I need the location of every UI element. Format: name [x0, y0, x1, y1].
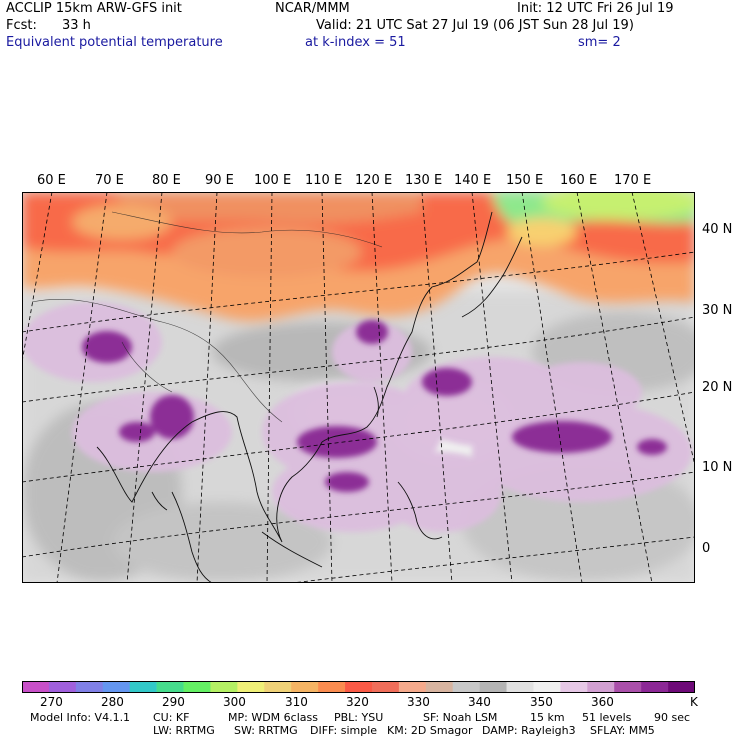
footer-resolution: 15 km	[530, 711, 565, 724]
footer-damp: DAMP: Rayleigh3	[482, 724, 576, 737]
colorbar-swatch	[641, 681, 669, 693]
lat-label: 0	[702, 541, 711, 556]
colorbar-label: 300	[223, 695, 246, 709]
colorbar-swatch	[398, 681, 427, 693]
lon-label: 140 E	[454, 173, 492, 188]
footer-sw: SW: RRTMG	[234, 724, 298, 737]
lon-label: 80 E	[152, 173, 181, 188]
colorbar-swatch	[264, 681, 292, 693]
colorbar-swatch	[48, 681, 77, 693]
colorbar-swatch	[102, 681, 130, 693]
colorbar-label: 280	[101, 695, 124, 709]
lon-label: 60 E	[37, 173, 66, 188]
colorbar-swatch	[345, 681, 373, 693]
lat-label: 10 N	[702, 460, 733, 475]
footer-model-info: Model Info: V4.1.1	[30, 711, 131, 724]
colorbar-swatch	[668, 681, 695, 693]
lat-label: 40 N	[702, 222, 733, 237]
k-index: at k-index = 51	[305, 35, 406, 50]
coastlines	[96, 211, 523, 583]
colorbar	[22, 681, 695, 693]
colorbar-swatch	[129, 681, 157, 693]
lon-label: 120 E	[355, 173, 393, 188]
colorbar-label: 270	[40, 695, 63, 709]
lon-label: 150 E	[506, 173, 544, 188]
footer-sflay: SFLAY: MM5	[590, 724, 655, 737]
colorbar-swatch	[75, 681, 104, 693]
colorbar-swatch	[587, 681, 615, 693]
colorbar-swatch	[506, 681, 534, 693]
organization: NCAR/MMM	[275, 1, 350, 16]
smoothing: sm= 2	[578, 35, 621, 50]
footer-cu: CU: KF	[153, 711, 190, 724]
lon-label: 70 E	[95, 173, 124, 188]
lon-label: 110 E	[305, 173, 343, 188]
colorbar-swatch	[425, 681, 454, 693]
lon-label: 160 E	[560, 173, 598, 188]
theta-e-map	[22, 192, 695, 583]
field-name: Equivalent potential temperature	[6, 35, 223, 50]
footer-timestep: 90 sec	[654, 711, 691, 724]
lon-label: 100 E	[254, 173, 292, 188]
footer-levels: 51 levels	[582, 711, 632, 724]
colorbar-label: 340	[468, 695, 491, 709]
colorbar-border	[22, 681, 695, 693]
colorbar-swatch	[210, 681, 238, 693]
colorbar-label: 330	[407, 695, 430, 709]
colorbar-swatch	[156, 681, 184, 693]
colorbar-swatch	[183, 681, 211, 693]
graticule	[22, 192, 695, 583]
colorbar-swatch	[237, 681, 265, 693]
colorbar-swatch	[560, 681, 588, 693]
colorbar-swatch	[479, 681, 507, 693]
footer-mp: MP: WDM 6class	[228, 711, 318, 724]
colorbar-swatch	[452, 681, 480, 693]
colorbar-swatch	[22, 681, 50, 693]
convective-cores	[82, 320, 667, 492]
footer-diff: DIFF: simple	[310, 724, 378, 737]
valid-time: Valid: 21 UTC Sat 27 Jul 19 (06 JST Sun …	[316, 18, 634, 33]
init-time: Init: 12 UTC Fri 26 Jul 19	[517, 1, 674, 16]
lat-label: 30 N	[702, 303, 733, 318]
colorbar-label: 360	[591, 695, 614, 709]
colorbar-swatch	[318, 681, 346, 693]
colorbar-unit: K	[690, 695, 698, 709]
map-border	[22, 192, 695, 583]
lon-label: 90 E	[205, 173, 234, 188]
borders	[31, 211, 383, 423]
colorbar-swatch	[291, 681, 319, 693]
colorbar-label: 320	[346, 695, 369, 709]
colorbar-label: 350	[530, 695, 553, 709]
footer-lw: LW: RRTMG	[153, 724, 215, 737]
footer-pbl: PBL: YSU	[334, 711, 384, 724]
colorbar-swatch	[614, 681, 642, 693]
footer-sf: SF: Noah LSM	[423, 711, 498, 724]
colorbar-label: 290	[162, 695, 185, 709]
lat-label: 20 N	[702, 380, 733, 395]
colorbar-swatch	[371, 681, 400, 693]
forecast-hours: 33 h	[62, 18, 91, 33]
lon-label: 130 E	[405, 173, 443, 188]
lon-label: 170 E	[614, 173, 652, 188]
warm-band	[22, 192, 695, 322]
forecast-label: Fcst:	[6, 18, 37, 33]
model-title: ACCLIP 15km ARW-GFS init	[6, 1, 182, 16]
footer-km: KM: 2D Smagor	[387, 724, 473, 737]
colorbar-label: 310	[285, 695, 308, 709]
colorbar-swatch	[533, 681, 561, 693]
